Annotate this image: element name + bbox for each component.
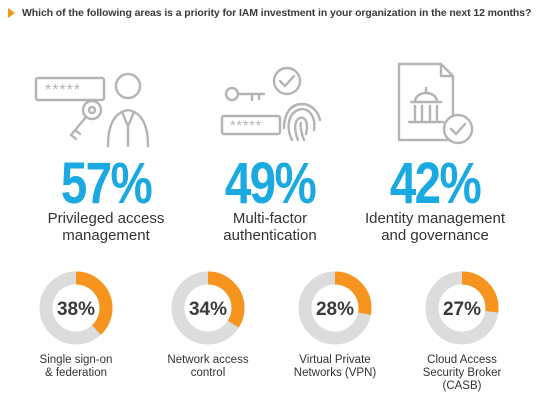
donut-value: 27%	[443, 299, 481, 320]
donut-label: Network access control	[138, 354, 278, 380]
donut-label-line: Network access	[167, 354, 249, 366]
password-key-user-icon: *****	[16, 60, 196, 152]
survey-question: Which of the following areas is a priori…	[22, 7, 532, 19]
donut-chart: 38%	[39, 271, 113, 345]
donut-fill	[39, 271, 113, 345]
donut-fill	[298, 271, 372, 345]
svg-text:*****: *****	[230, 117, 262, 133]
key-fingerprint-check-icon: *****	[180, 60, 360, 152]
svg-text:*****: *****	[45, 82, 81, 99]
donut-label-line: Cloud Access	[427, 354, 497, 366]
donut-label-line: Security Broker	[422, 367, 502, 379]
donut-value: 34%	[189, 299, 227, 320]
donut-chart: 27%	[425, 271, 499, 345]
document-building-check-icon	[345, 60, 525, 152]
donut-value: 28%	[316, 299, 354, 320]
orange-arrow-icon	[8, 8, 15, 18]
donut-label-line: Virtual Private	[299, 354, 371, 366]
donut-label-line: Single sign-on	[39, 354, 113, 366]
donut-fill	[425, 271, 499, 345]
stat-label: Multi-factor authentication	[180, 210, 360, 244]
stat-label-line: Privileged access	[47, 210, 165, 227]
percent-value: 42%	[389, 151, 482, 216]
donut-chart: 28%	[298, 271, 372, 345]
stat-label: Identity management and governance	[345, 210, 525, 244]
donut-chart: 34%	[171, 271, 245, 345]
donut-label-line: & federation	[44, 367, 107, 379]
donut-label: Single sign-on & federation	[6, 354, 146, 380]
percent-value: 57%	[60, 151, 153, 216]
stat-label-line: Identity management	[364, 210, 506, 227]
donut-value: 38%	[57, 299, 95, 320]
donut-label-line: (CASB)	[442, 380, 482, 392]
stat-label-line: management	[62, 227, 150, 244]
donut-label-line: Networks (VPN)	[293, 367, 377, 379]
stat-label-line: authentication	[223, 227, 317, 244]
stat-label-line: Multi-factor	[232, 210, 308, 227]
survey-header: Which of the following areas is a priori…	[8, 5, 538, 21]
donut-label: Virtual Private Networks (VPN)	[265, 354, 405, 380]
percent-value: 49%	[224, 151, 317, 216]
donut-label: Cloud Access Security Broker (CASB)	[392, 354, 532, 393]
stat-label-line: and governance	[381, 227, 489, 244]
donut-fill	[171, 271, 245, 345]
donut-label-line: control	[190, 367, 226, 379]
stat-label: Privileged access management	[16, 210, 196, 244]
